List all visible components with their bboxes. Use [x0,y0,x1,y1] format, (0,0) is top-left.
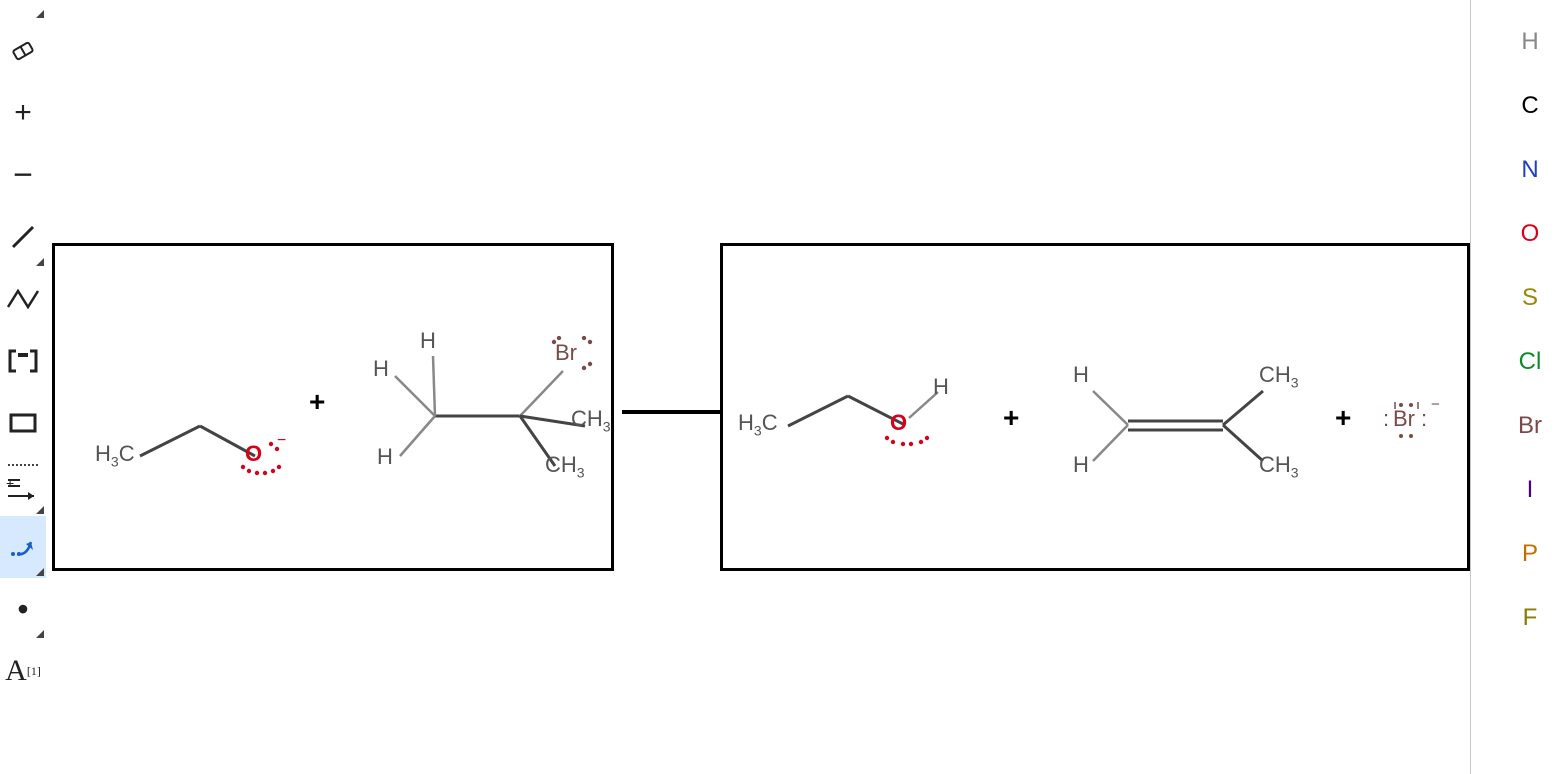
ethanol-lone-pairs [881,408,933,448]
tool-single-bond[interactable] [0,206,46,268]
tool-plus-charge[interactable]: + [0,82,46,144]
tool-map-arrow[interactable]: + [0,454,46,516]
tool-minus-charge[interactable]: − [0,144,46,206]
elem-C[interactable]: C [1521,92,1538,120]
left-toolbar: + − + • [0,0,46,774]
map-arrow-icon: + [6,474,40,504]
akbr-H2: H [420,328,436,354]
akbr-CH3a: CH3 [571,406,611,434]
akbr-H1: H [373,356,389,382]
tool-eraser[interactable] [0,20,46,82]
eraser-icon [8,36,38,66]
bromide-lone-pairs [1387,402,1437,442]
chain-icon [6,287,40,311]
tool-bracket[interactable] [0,330,46,392]
elem-P[interactable]: P [1522,540,1538,568]
elem-S[interactable]: S [1522,284,1538,312]
alkene-Hb: H [1073,452,1089,478]
product-plus1: + [1003,402,1019,434]
svg-text:+: + [6,475,14,491]
curved-arrow-icon [7,532,39,562]
canvas-right-divider [1470,0,1471,774]
akbr-CH3b: CH3 [545,452,585,480]
elem-Br[interactable]: Br [1518,412,1542,440]
right-element-toolbar: H C N O S Cl Br I P F [1500,0,1560,774]
akbr-br-lonepairs [548,336,604,376]
elem-Cl[interactable]: Cl [1519,348,1542,376]
tool-chain[interactable] [0,268,46,330]
elem-O[interactable]: O [1521,220,1540,248]
reactant-plus: + [309,386,325,418]
bromide-charge: − [1431,396,1440,413]
ethoxide-structure [85,376,295,496]
drawing-canvas[interactable]: H3C O − + H H H Br [46,0,1500,774]
single-bond-icon [9,223,37,251]
tool-cursor[interactable] [0,0,46,20]
tool-text-annot[interactable]: A[1] [0,640,46,702]
rect-icon [9,413,37,433]
elem-N[interactable]: N [1521,156,1538,184]
tool-rect[interactable] [0,392,46,454]
ethanol-h3c: H3C [738,410,778,438]
alkene-Ha: H [1073,362,1089,388]
elem-F[interactable]: F [1523,604,1538,632]
bracket-icon [8,349,38,373]
elem-H[interactable]: H [1521,28,1538,56]
tool-curved-arrow[interactable] [0,516,46,578]
alkene-CH3b: CH3 [1259,452,1299,480]
product-box[interactable]: H3C O H + H H CH3 CH3 + Br : : [720,243,1470,571]
tool-radical[interactable]: • [0,578,46,640]
ethoxide-charge: − [277,432,286,450]
ethoxide-h3c: H3C [95,441,135,469]
ethanol-h: H [933,374,949,400]
akbr-H3: H [377,444,393,470]
alkene-CH3a: CH3 [1259,362,1299,390]
elem-I[interactable]: I [1527,476,1534,504]
reactant-box[interactable]: H3C O − + H H H Br [52,243,614,571]
alkene-structure [1053,346,1293,496]
product-plus2: + [1335,402,1351,434]
